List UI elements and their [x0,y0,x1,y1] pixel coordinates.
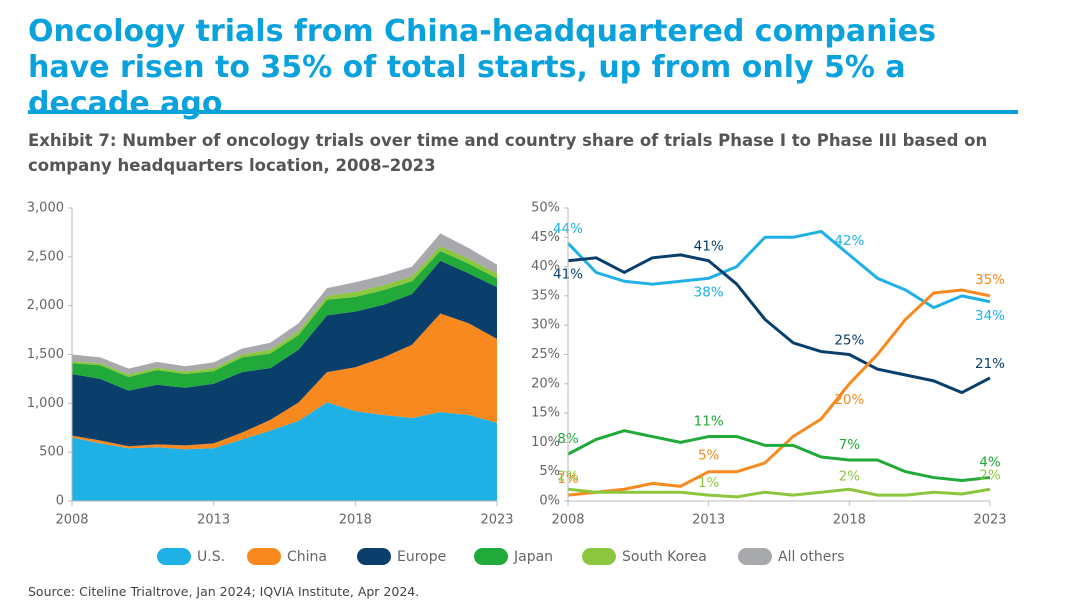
y-tick-label: 2,000 [27,298,64,313]
area [72,233,497,375]
value-label: 2% [839,468,861,484]
x-tick-label: 2018 [833,513,866,528]
area [72,313,497,450]
y-tick-label: 0 [56,494,64,509]
area [72,260,497,447]
value-label: 34% [975,308,1005,324]
y-tick-label: 0% [539,494,560,509]
y-tick-label: 20% [531,376,560,391]
value-label: 20% [834,392,864,408]
legend-label: China [287,549,327,565]
legend-swatch [247,548,281,565]
legend-label: Japan [513,549,553,565]
x-tick-label: 2018 [339,513,372,528]
title: Oncology trials from China-headquartered… [28,14,936,121]
y-tick-label: 2,500 [27,249,64,264]
x-tick-label: 2013 [197,513,230,528]
y-tick-label: 10% [531,435,560,450]
value-label: 41% [694,239,724,255]
x-tick-label: 2008 [551,513,584,528]
legend-swatch [474,548,508,565]
y-tick-label: 25% [531,347,560,362]
y-tick-label: 5% [539,464,560,479]
y-tick-label: 500 [39,445,64,460]
line [567,487,991,499]
value-label: 38% [694,284,724,300]
y-tick-label: 45% [531,230,560,245]
divider [28,110,1018,114]
x-tick-label: 2023 [973,513,1006,528]
legend-label: South Korea [622,549,707,565]
x-tick-label: 2008 [55,513,88,528]
value-label: 5% [698,448,720,464]
value-label: 25% [834,333,864,349]
y-tick-label: 35% [531,288,560,303]
source: Source: Citeline Trialtrove, Jan 2024; I… [28,584,420,599]
value-label: 4% [979,455,1001,471]
value-label: 7% [839,437,861,453]
legend-swatch [582,548,616,565]
y-tick-label: 1,500 [27,347,64,362]
legend-label: Europe [397,549,446,565]
legend-label: All others [778,549,844,565]
line [567,288,991,497]
y-tick-label: 1,000 [27,396,64,411]
legend-swatch [157,548,191,565]
value-label: 11% [694,414,724,430]
line [567,429,991,482]
line [567,253,991,395]
value-label: 35% [975,272,1005,288]
y-tick-label: 3,000 [27,201,64,216]
legend-swatch [357,548,391,565]
y-tick-label: 50% [531,201,560,216]
area [72,250,497,391]
y-tick-label: 30% [531,318,560,333]
area [72,402,497,501]
value-label: 2% [979,467,1001,483]
line [566,229,991,310]
x-tick-label: 2023 [480,513,513,528]
legend-label: U.S. [197,549,225,565]
y-tick-label: 15% [531,406,560,421]
legend-swatch [738,548,772,565]
x-tick-label: 2013 [692,513,725,528]
value-label: 42% [834,233,864,249]
subtitle: Exhibit 7: Number of oncology trials ove… [28,131,988,175]
value-label: 21% [975,356,1005,372]
y-tick-label: 40% [531,259,560,274]
value-label: 1% [698,475,720,491]
